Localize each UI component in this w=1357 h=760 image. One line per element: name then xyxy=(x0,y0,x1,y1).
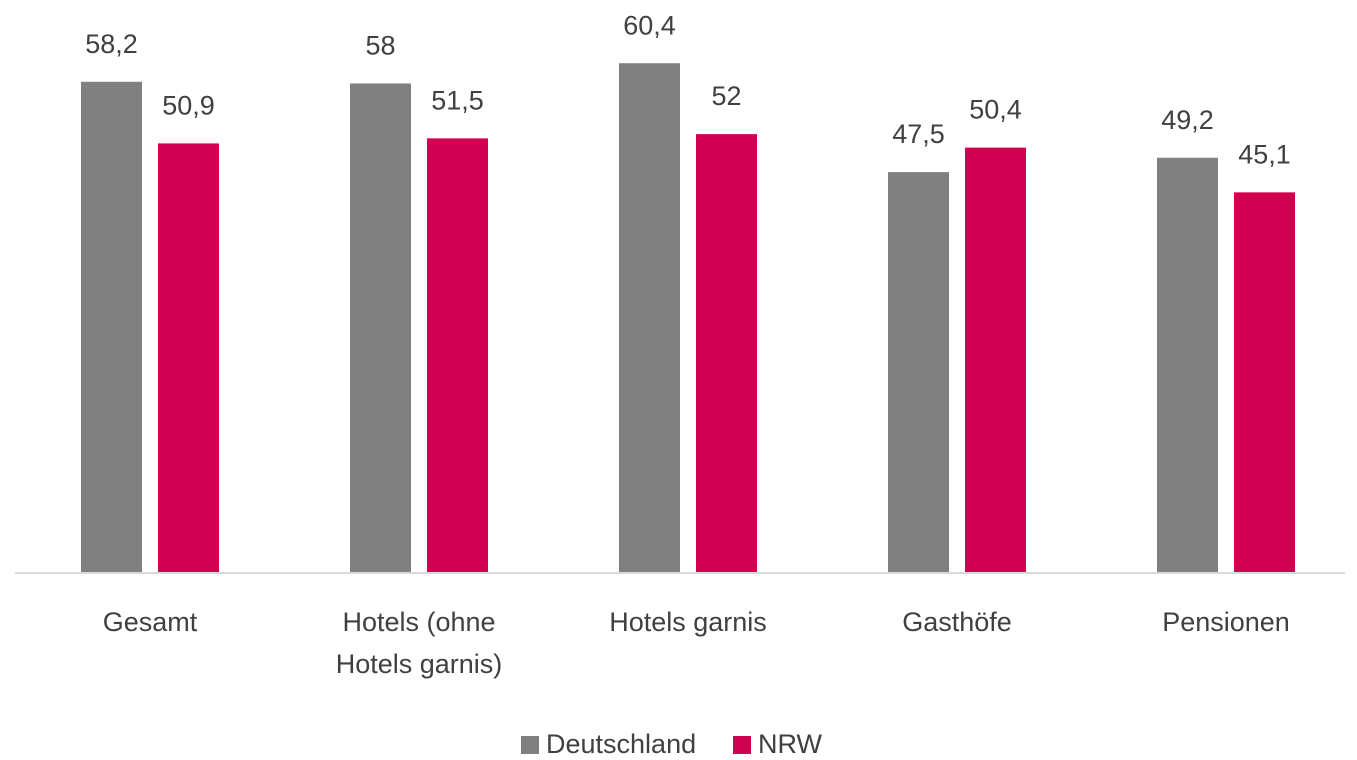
bar xyxy=(1157,157,1218,573)
legend-label: NRW xyxy=(758,729,823,759)
value-label: 49,2 xyxy=(1161,105,1214,135)
x-tick-label: Gasthöfe xyxy=(902,607,1012,637)
value-label: 58 xyxy=(365,31,395,61)
value-label: 52 xyxy=(711,81,741,111)
legend-label: Deutschland xyxy=(546,729,696,759)
bar xyxy=(158,143,219,574)
value-label: 50,4 xyxy=(969,95,1022,125)
bar xyxy=(696,134,757,573)
value-label: 45,1 xyxy=(1238,139,1291,169)
legend-swatch xyxy=(733,736,751,754)
x-tick-label: Pensionen xyxy=(1162,607,1290,637)
x-tick-label: Gesamt xyxy=(102,607,198,637)
value-label: 60,4 xyxy=(623,10,676,40)
bar xyxy=(888,172,949,573)
value-label: 58,2 xyxy=(85,29,138,59)
bar xyxy=(619,63,680,573)
value-label: 50,9 xyxy=(162,91,215,121)
bar xyxy=(427,138,488,573)
bar xyxy=(965,147,1026,573)
value-label: 51,5 xyxy=(431,85,484,115)
value-label: 47,5 xyxy=(892,119,945,149)
x-tick-label: Hotels (ohne Hotels garnis) xyxy=(335,607,503,679)
bar xyxy=(350,83,411,573)
bar xyxy=(81,81,142,574)
bar xyxy=(1234,192,1295,573)
legend-swatch xyxy=(521,736,539,754)
x-tick-label: Hotels garnis xyxy=(609,607,767,637)
